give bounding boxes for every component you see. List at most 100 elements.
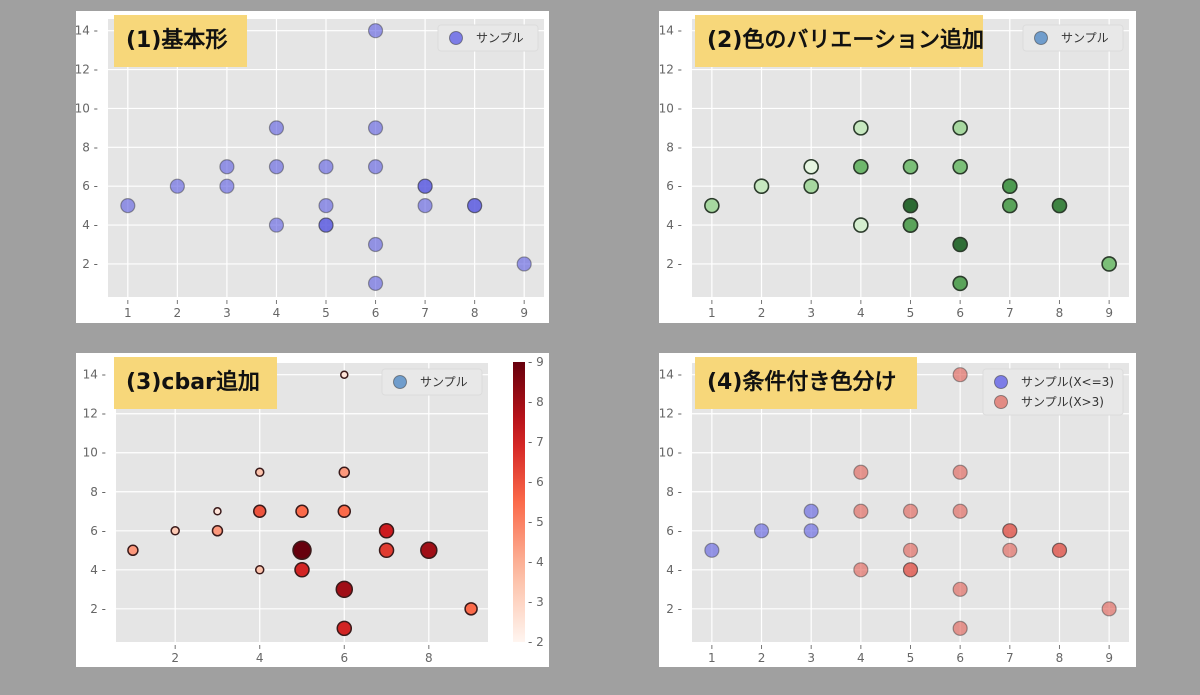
data-point: [170, 526, 180, 536]
y-tick-label: 2 -: [666, 257, 682, 271]
y-tick-label: 14 -: [659, 24, 682, 38]
data-point: [420, 541, 438, 560]
legend-box: [437, 24, 539, 52]
x-tick-label: 9: [1105, 306, 1113, 320]
data-point: [338, 466, 351, 479]
colorbar: [513, 362, 525, 642]
legend-label: サンプル: [420, 375, 468, 389]
data-point: [268, 120, 285, 136]
data-point: [1002, 542, 1018, 558]
y-tick-label: 2 -: [90, 602, 106, 616]
x-tick-label: 5: [907, 306, 915, 320]
y-tick-label: 14 -: [76, 24, 98, 38]
data-point: [254, 467, 265, 478]
y-tick-label: 8 -: [666, 140, 682, 154]
y-tick-label: 8 -: [90, 485, 106, 499]
data-point: [952, 158, 968, 175]
colorbar-tick-label: - 4: [528, 555, 544, 569]
x-tick-label: 3: [807, 306, 815, 320]
x-tick-label: 6: [956, 306, 964, 320]
data-point: [417, 178, 433, 194]
data-point: [219, 178, 235, 194]
y-tick-label: 4 -: [90, 563, 106, 577]
x-tick-label: 4: [256, 651, 264, 665]
data-point: [268, 217, 285, 233]
y-tick-label: 14 -: [83, 368, 106, 382]
x-tick-label: 3: [807, 651, 815, 665]
data-point: [1051, 197, 1068, 214]
chart-title: (3)cbar追加: [114, 357, 277, 409]
data-point: [853, 464, 869, 480]
colorbar-tick-label: - 3: [528, 595, 544, 609]
y-tick-label: 10 -: [76, 101, 98, 115]
chart-panel-colorbar: 2 4 6 8 2 - 4 - 6 - 8 - 10 - 12 - 14 - サンプル - 2 - 3 - …: [76, 353, 549, 667]
x-tick-label: 8: [1056, 306, 1064, 320]
x-tick-label: 1: [124, 306, 132, 320]
y-tick-label: 6 -: [666, 179, 682, 193]
legend: サンプル: [381, 368, 483, 396]
legend: サンプル: [437, 24, 539, 52]
data-point: [318, 159, 334, 175]
x-tick-label: 6: [956, 651, 964, 665]
data-point: [367, 275, 384, 291]
y-tick-label: 10 -: [659, 101, 682, 115]
legend: サンプル(X<=3) サンプル(X>3): [982, 368, 1124, 416]
data-point: [211, 525, 224, 537]
legend-label: サンプル(X>3): [1021, 395, 1104, 409]
y-tick-label: 6 -: [90, 524, 106, 538]
data-point: [1002, 178, 1018, 194]
chart-panel-conditional-color: 1 2 3 4 5 6 7 8 9 2 - 4 - 6 - 8 - 10 - 12 - 14 - サンプル(X<…: [659, 353, 1136, 667]
x-tick-label: 8: [471, 306, 479, 320]
data-point: [803, 503, 819, 519]
colorbar-tick-label: - 5: [528, 515, 544, 529]
y-tick-label: 4 -: [82, 218, 98, 232]
x-tick-label: 4: [857, 651, 865, 665]
legend-label: サンプル: [1061, 31, 1109, 45]
scatter-plot: 1 2 3 4 5 6 7 8 9 2 - 4 - 6 - 8 - 10 - 12 - 14 - サンプル(X<…: [659, 363, 1129, 665]
data-point: [1002, 197, 1018, 214]
data-point: [1101, 601, 1117, 617]
data-point: [318, 217, 334, 233]
y-tick-label: 8 -: [82, 140, 98, 154]
y-tick-label: 12 -: [76, 63, 98, 77]
y-tick-label: 6 -: [666, 524, 682, 538]
chart-title: (4)条件付き色分け: [695, 357, 917, 409]
data-point: [367, 120, 384, 136]
x-tick-label: 7: [1006, 306, 1014, 320]
chart-title: (2)色のバリエーション追加: [695, 15, 984, 67]
data-point: [803, 523, 819, 539]
data-point: [378, 542, 395, 559]
data-points: [127, 370, 478, 637]
data-point: [704, 542, 720, 558]
x-tick-label: 9: [1105, 651, 1113, 665]
chart-panel-basic: 1 2 3 4 5 6 7 8 9 2 - 4 - 6 - 8 - 10 - 12 - 14 - サンプル (1…: [76, 11, 549, 323]
data-point: [952, 581, 968, 597]
y-tick-label: 4 -: [666, 218, 682, 232]
data-point: [367, 236, 384, 253]
data-point: [367, 159, 384, 175]
data-point: [335, 580, 354, 599]
y-tick-label: 10 -: [659, 446, 682, 460]
data-point: [252, 504, 267, 519]
colorbar-tick-label: - 8: [528, 395, 544, 409]
data-point: [902, 542, 919, 558]
y-tick-label: 4 -: [666, 563, 682, 577]
data-point: [516, 256, 532, 272]
data-point: [803, 158, 819, 175]
data-point: [378, 523, 395, 539]
data-point: [853, 217, 869, 233]
y-tick-label: 12 -: [659, 63, 682, 77]
legend-marker-icon: [994, 375, 1008, 389]
data-point: [902, 158, 919, 175]
data-point: [219, 159, 235, 175]
data-point: [753, 178, 770, 194]
legend: サンプル: [1022, 24, 1124, 52]
data-point: [1101, 256, 1117, 272]
y-tick-label: 2 -: [666, 602, 682, 616]
data-point: [853, 158, 869, 175]
colorbar-tick-label: - 9: [528, 355, 544, 369]
x-tick-label: 2: [758, 306, 766, 320]
x-tick-label: 4: [857, 306, 865, 320]
data-points: [120, 23, 532, 291]
data-point: [803, 178, 819, 194]
